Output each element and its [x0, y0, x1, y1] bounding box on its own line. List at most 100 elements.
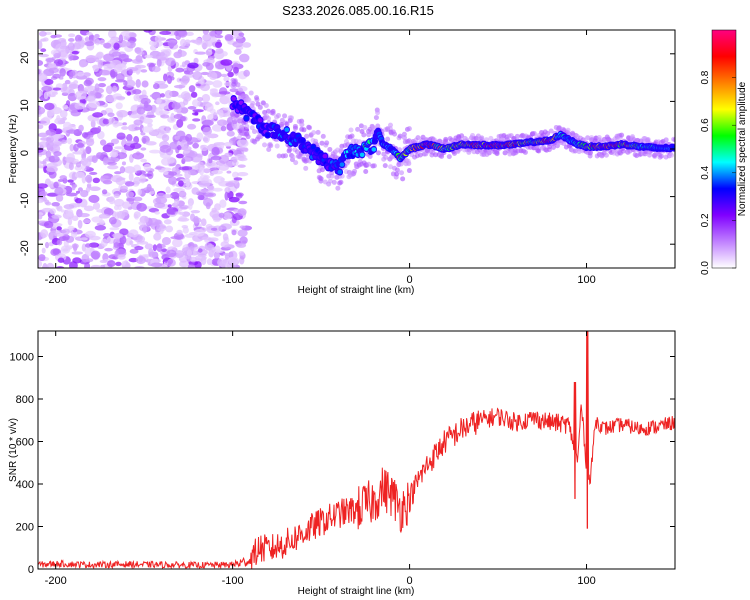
noise-cell	[115, 102, 123, 110]
noise-cell	[225, 182, 236, 188]
noise-cell	[121, 260, 126, 266]
noise-cell	[125, 191, 135, 199]
noise-cell	[67, 42, 75, 52]
noise-cell	[59, 175, 68, 180]
snr-x-axis-label: Height of straight line (km)	[298, 586, 415, 597]
noise-cell	[213, 251, 221, 260]
halo-cell	[303, 165, 309, 171]
noise-cell	[192, 118, 201, 122]
noise-cell	[136, 202, 148, 212]
noise-cell	[83, 205, 95, 212]
noise-cell	[218, 164, 229, 171]
noise-cell	[95, 57, 100, 63]
noise-cell	[220, 125, 227, 132]
noise-cell	[64, 79, 71, 85]
noise-cell	[88, 194, 100, 203]
halo-cell	[297, 154, 303, 160]
noise-cell	[59, 110, 68, 119]
noise-cell	[64, 157, 76, 162]
noise-cell	[214, 203, 221, 211]
noise-cell	[106, 260, 116, 268]
noise-cell	[66, 137, 73, 145]
noise-cell	[200, 218, 207, 227]
noise-cell	[222, 233, 229, 241]
noise-cell	[134, 64, 147, 69]
noise-cell	[122, 122, 127, 126]
noise-cell	[41, 247, 46, 254]
signal-cell	[310, 144, 316, 150]
noise-cell	[149, 45, 157, 51]
noise-cell	[220, 241, 230, 248]
noise-cell	[38, 40, 43, 50]
halo-cell	[251, 129, 257, 135]
noise-cell	[165, 225, 174, 233]
noise-cell	[56, 239, 63, 246]
noise-cell	[86, 31, 93, 36]
noise-cell	[74, 171, 85, 179]
colorbar-ticks: 0.0 0.2 0.4 0.6 0.8	[700, 70, 736, 275]
noise-cell	[167, 41, 177, 47]
noise-cell	[119, 166, 126, 174]
noise-cell	[178, 205, 190, 210]
noise-cell	[214, 41, 223, 49]
noise-cell	[219, 95, 230, 105]
noise-cell	[143, 104, 153, 112]
noise-cell	[109, 151, 119, 158]
noise-cell	[74, 197, 83, 204]
noise-cell	[123, 166, 136, 174]
noise-cell	[158, 125, 170, 134]
halo-cell	[488, 135, 494, 141]
noise-cell	[45, 129, 57, 136]
noise-cell	[128, 68, 133, 75]
noise-cell	[154, 35, 162, 43]
halo-cell	[301, 127, 307, 133]
noise-cell	[62, 156, 67, 166]
noise-cell	[180, 77, 189, 86]
noise-cell	[234, 48, 242, 55]
noise-cell	[74, 102, 86, 110]
noise-cell	[187, 263, 195, 268]
noise-cell	[83, 86, 94, 92]
noise-cell	[51, 91, 58, 96]
noise-cell	[174, 211, 182, 215]
noise-cell	[197, 194, 205, 201]
noise-cell	[114, 250, 119, 258]
noise-cell	[100, 175, 112, 184]
signal-cell	[371, 147, 377, 152]
halo-cell	[658, 153, 664, 159]
noise-cell	[181, 225, 189, 229]
halo-cell	[335, 185, 341, 191]
snr-frame	[37, 330, 676, 570]
halo-cell	[363, 169, 369, 175]
noise-cell	[130, 142, 142, 150]
noise-cell	[175, 67, 185, 73]
noise-cell	[107, 157, 118, 161]
halo-cell	[266, 147, 272, 153]
noise-cell	[161, 167, 172, 171]
noise-cell	[163, 219, 172, 225]
noise-cell	[107, 112, 115, 117]
noise-cell	[209, 88, 218, 92]
halo-cell	[249, 125, 255, 131]
noise-cell	[60, 117, 66, 123]
noise-cell	[103, 208, 114, 216]
halo-cell	[352, 168, 358, 174]
halo-cell	[235, 82, 241, 88]
noise-cell	[117, 254, 126, 260]
noise-cell	[186, 74, 195, 78]
halo-cell	[417, 152, 423, 158]
noise-cell	[168, 171, 178, 176]
noise-cell	[38, 199, 44, 204]
halo-cell	[320, 133, 326, 139]
noise-cell	[102, 157, 109, 166]
halo-cell	[401, 135, 407, 141]
noise-cell	[82, 149, 87, 156]
halo-cell	[331, 179, 337, 185]
noise-cell	[170, 236, 182, 240]
noise-cell	[121, 126, 129, 130]
noise-cell	[173, 84, 186, 89]
noise-cell	[168, 176, 177, 185]
halo-cell	[356, 139, 362, 145]
noise-cell	[211, 170, 224, 175]
noise-cell	[143, 30, 153, 33]
